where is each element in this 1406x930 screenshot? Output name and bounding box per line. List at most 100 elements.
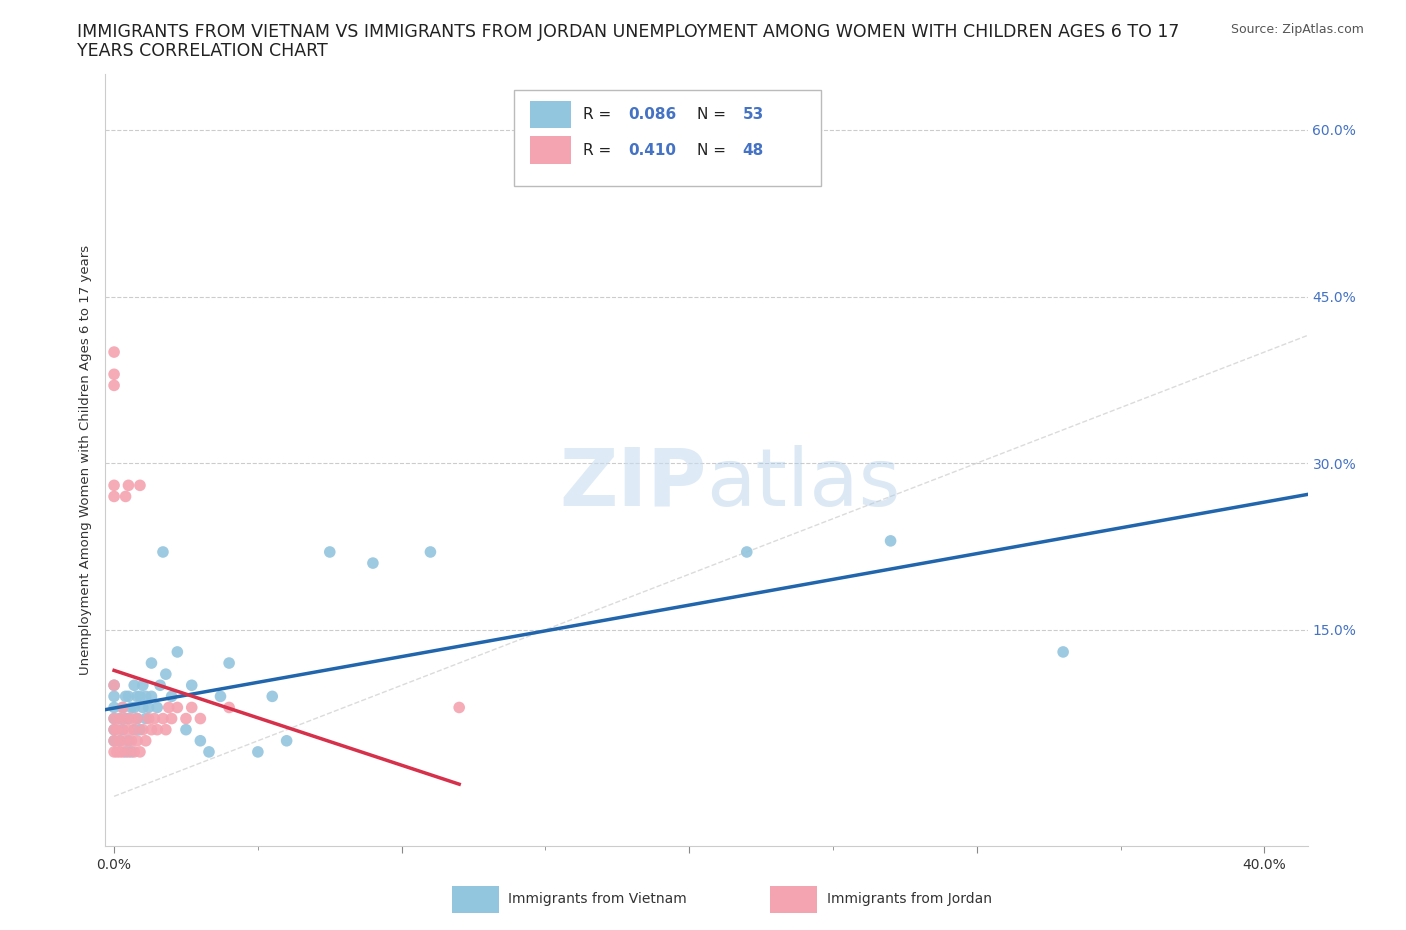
Point <box>129 478 152 493</box>
Point <box>449 700 471 715</box>
Point <box>135 711 157 726</box>
Point <box>135 734 157 749</box>
Point <box>174 723 197 737</box>
Point <box>218 656 240 671</box>
Point <box>122 723 145 737</box>
Point <box>108 711 131 726</box>
Text: Immigrants from Vietnam: Immigrants from Vietnam <box>508 892 688 906</box>
FancyBboxPatch shape <box>770 886 817 912</box>
Text: N =: N = <box>697 107 731 122</box>
Text: 0.086: 0.086 <box>628 107 676 122</box>
Point <box>127 734 149 749</box>
Point <box>188 711 212 726</box>
Point <box>155 723 177 737</box>
Point <box>160 711 183 726</box>
Point <box>111 700 134 715</box>
Point <box>149 678 172 693</box>
Point <box>103 489 125 504</box>
Point <box>152 545 174 560</box>
Point <box>122 678 145 693</box>
Point <box>138 700 160 715</box>
Text: 48: 48 <box>742 142 763 157</box>
Text: 53: 53 <box>742 107 763 122</box>
Point <box>188 734 212 749</box>
Point <box>141 723 163 737</box>
Point <box>114 734 136 749</box>
Text: IMMIGRANTS FROM VIETNAM VS IMMIGRANTS FROM JORDAN UNEMPLOYMENT AMONG WOMEN WITH : IMMIGRANTS FROM VIETNAM VS IMMIGRANTS FR… <box>77 23 1180 41</box>
Point <box>152 711 174 726</box>
Point <box>146 700 169 715</box>
Point <box>105 723 128 737</box>
Point <box>103 700 125 715</box>
Point <box>127 711 149 726</box>
Point <box>114 689 136 704</box>
Point <box>108 711 131 726</box>
Point <box>262 689 284 704</box>
Point <box>108 734 131 749</box>
Point <box>122 700 145 715</box>
Point <box>135 689 157 704</box>
Point <box>103 734 125 749</box>
Point <box>108 734 131 749</box>
Point <box>419 545 441 560</box>
Point <box>103 478 125 493</box>
Point <box>103 678 125 693</box>
Point <box>117 723 139 737</box>
Point <box>129 723 152 737</box>
Point <box>146 723 169 737</box>
Point <box>103 744 125 759</box>
Point <box>103 734 125 749</box>
Point <box>157 700 180 715</box>
Point <box>114 744 136 759</box>
FancyBboxPatch shape <box>451 886 499 912</box>
Point <box>120 744 142 759</box>
Point <box>174 711 197 726</box>
Point <box>132 700 155 715</box>
Point <box>1052 644 1074 659</box>
Text: ZIP: ZIP <box>560 445 707 523</box>
Point <box>129 744 152 759</box>
Point <box>117 478 139 493</box>
Point <box>132 723 155 737</box>
Point <box>155 667 177 682</box>
Point <box>103 378 125 392</box>
Point <box>141 689 163 704</box>
Text: R =: R = <box>582 107 616 122</box>
Point <box>143 711 166 726</box>
Point <box>111 700 134 715</box>
Point <box>111 723 134 737</box>
Point <box>103 723 125 737</box>
Text: N =: N = <box>697 142 731 157</box>
Point <box>117 734 139 749</box>
Point <box>138 711 160 726</box>
Point <box>120 711 142 726</box>
Point <box>122 744 145 759</box>
Point <box>108 744 131 759</box>
Point <box>166 644 188 659</box>
Point <box>103 678 125 693</box>
Text: Source: ZipAtlas.com: Source: ZipAtlas.com <box>1230 23 1364 36</box>
Point <box>114 711 136 726</box>
Point <box>103 345 125 360</box>
Text: YEARS CORRELATION CHART: YEARS CORRELATION CHART <box>77 42 328 60</box>
Point <box>246 744 269 759</box>
Point <box>105 744 128 759</box>
Point <box>132 678 155 693</box>
FancyBboxPatch shape <box>530 100 571 128</box>
Point <box>141 656 163 671</box>
Point <box>127 689 149 704</box>
Point <box>103 366 125 381</box>
Point <box>209 689 232 704</box>
Point <box>114 711 136 726</box>
FancyBboxPatch shape <box>530 136 571 164</box>
Point <box>111 723 134 737</box>
Point <box>218 700 240 715</box>
Point <box>120 700 142 715</box>
Point <box>129 689 152 704</box>
Point <box>120 734 142 749</box>
Point <box>361 555 384 570</box>
Point <box>127 711 149 726</box>
Text: Immigrants from Jordan: Immigrants from Jordan <box>827 892 991 906</box>
Text: R =: R = <box>582 142 616 157</box>
Point <box>117 711 139 726</box>
